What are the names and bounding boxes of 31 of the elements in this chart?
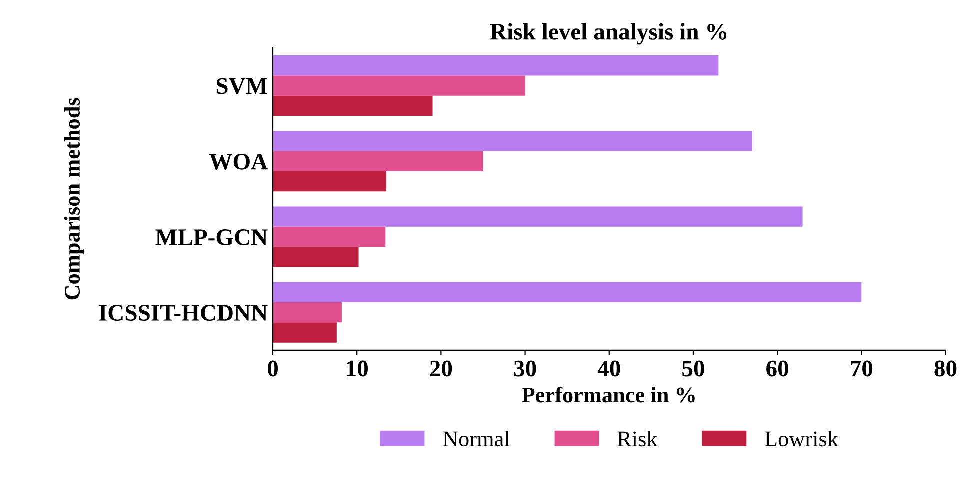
bar [273,171,387,192]
legend-label: Lowrisk [765,431,839,447]
legend-label: Normal [443,431,510,447]
x-axis-title: Performance in % [522,386,695,403]
bar [273,282,862,303]
bar [273,226,386,248]
y-tick-label: SVM [216,78,268,94]
chart-title: Risk level analysis in % [490,23,727,45]
x-tick-label: 60 [766,360,788,377]
bar [273,322,337,343]
x-tick-label: 30 [514,360,536,377]
bar [273,76,526,96]
x-tick-label: 70 [851,360,873,377]
x-tick-label: 20 [430,360,452,377]
bar [273,206,803,227]
x-tick-label: 50 [682,360,704,377]
x-tick-label: 0 [268,360,278,377]
bar [273,131,752,152]
y-axis-title: Comparison methods [64,98,85,300]
bar [273,247,359,268]
bar [273,56,719,76]
bar [273,96,433,116]
bar [273,151,484,172]
y-tick-label: WOA [209,154,268,170]
x-tick-label: 10 [347,360,368,377]
x-tick-label: 80 [934,360,957,377]
y-tick-label: ICSSIT-HCDNN [99,305,268,322]
bar [273,302,342,323]
x-tick-label: 40 [598,360,620,377]
legend-label: Risk [618,431,658,447]
y-tick-label: MLP-GCN [156,230,268,246]
